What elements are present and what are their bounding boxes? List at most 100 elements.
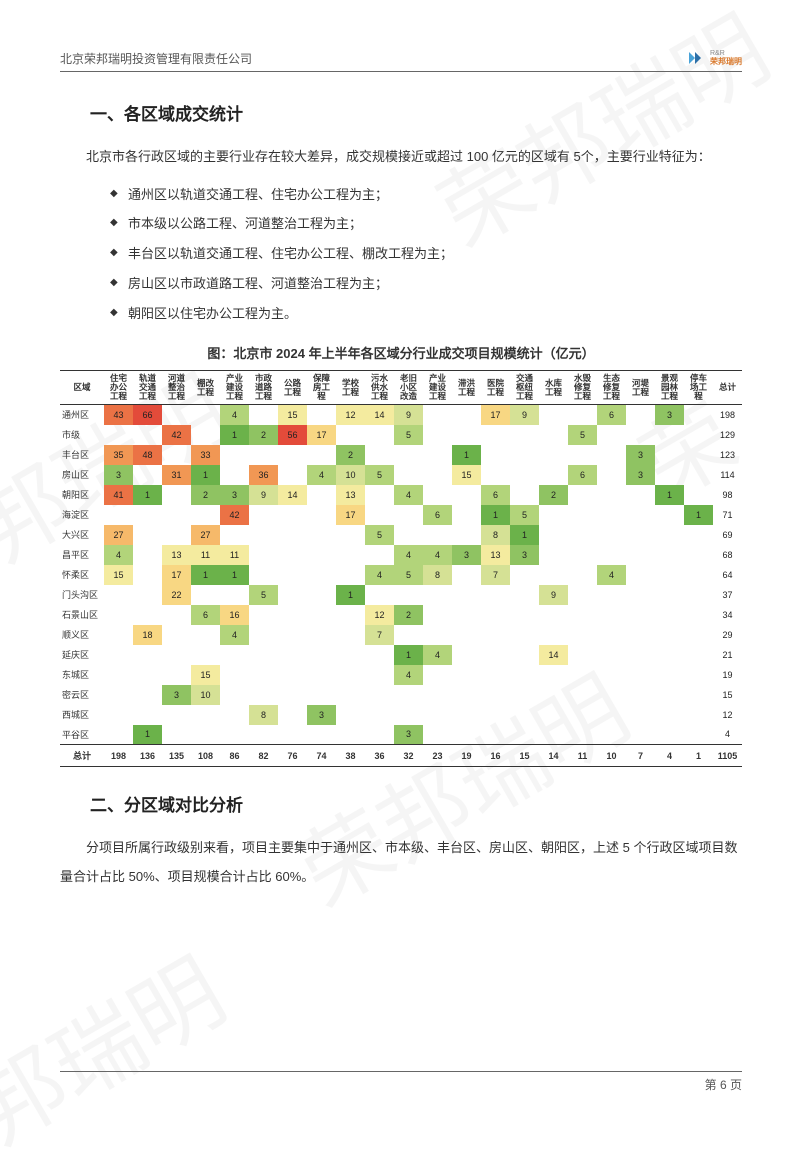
heat-cell xyxy=(655,645,684,665)
heat-cell xyxy=(104,685,133,705)
heat-cell: 43 xyxy=(104,405,133,425)
heat-cell xyxy=(626,605,655,625)
heat-cell xyxy=(307,525,336,545)
heat-cell xyxy=(220,445,249,465)
table-row: 密云区31015 xyxy=(60,685,742,705)
heat-cell xyxy=(568,725,597,745)
heat-cell xyxy=(307,685,336,705)
heat-cell xyxy=(365,665,394,685)
heat-cell xyxy=(394,625,423,645)
heat-cell xyxy=(162,485,191,505)
table-row: 丰台区354833213123 xyxy=(60,445,742,465)
col-header: 景观园林工程 xyxy=(655,371,684,405)
heat-cell: 1 xyxy=(394,645,423,665)
heat-cell: 29 xyxy=(713,625,742,645)
heat-cell xyxy=(539,445,568,465)
heat-cell: 7 xyxy=(481,565,510,585)
heat-cell xyxy=(278,565,307,585)
col-header: 污水供水工程 xyxy=(365,371,394,405)
heat-cell xyxy=(249,605,278,625)
footer-total: 19 xyxy=(452,745,481,767)
heat-cell xyxy=(278,545,307,565)
heat-cell xyxy=(133,665,162,685)
heat-cell xyxy=(684,445,713,465)
heat-cell xyxy=(191,705,220,725)
heat-cell xyxy=(249,545,278,565)
heat-cell xyxy=(249,725,278,745)
footer-total: 135 xyxy=(162,745,191,767)
heat-cell xyxy=(481,625,510,645)
heat-cell xyxy=(597,705,626,725)
heat-cell xyxy=(626,545,655,565)
heat-cell: 3 xyxy=(220,485,249,505)
heat-cell xyxy=(684,605,713,625)
heat-cell: 13 xyxy=(336,485,365,505)
heat-cell xyxy=(162,625,191,645)
heat-cell: 3 xyxy=(452,545,481,565)
heat-cell xyxy=(423,605,452,625)
heat-cell xyxy=(452,565,481,585)
heat-cell: 5 xyxy=(249,585,278,605)
row-label: 大兴区 xyxy=(60,525,104,545)
heat-cell: 4 xyxy=(423,645,452,665)
footer-total: 4 xyxy=(655,745,684,767)
heat-cell xyxy=(626,425,655,445)
heat-cell xyxy=(539,425,568,445)
heat-cell xyxy=(394,505,423,525)
heat-cell xyxy=(481,685,510,705)
heat-cell xyxy=(510,465,539,485)
heat-cell xyxy=(191,405,220,425)
heat-cell xyxy=(307,725,336,745)
heat-cell xyxy=(394,585,423,605)
heat-cell xyxy=(655,545,684,565)
heat-cell: 5 xyxy=(394,425,423,445)
heat-cell xyxy=(626,725,655,745)
heat-cell: 1 xyxy=(655,485,684,505)
bullet-item: 丰台区以轨道交通工程、住宅办公工程、棚改工程为主； xyxy=(110,239,742,269)
footer-total: 16 xyxy=(481,745,510,767)
heat-cell xyxy=(539,505,568,525)
heat-cell: 48 xyxy=(133,445,162,465)
heat-cell xyxy=(133,705,162,725)
heat-cell: 4 xyxy=(365,565,394,585)
heat-cell: 2 xyxy=(191,485,220,505)
heat-cell: 4 xyxy=(220,625,249,645)
table-row: 东城区15419 xyxy=(60,665,742,685)
heat-cell: 9 xyxy=(394,405,423,425)
heat-cell xyxy=(568,685,597,705)
table-row: 怀柔区1517114587464 xyxy=(60,565,742,585)
heat-cell: 198 xyxy=(713,405,742,425)
heat-cell xyxy=(510,685,539,705)
heat-cell xyxy=(162,445,191,465)
heat-cell xyxy=(568,445,597,465)
col-header: 产业建设工程 xyxy=(220,371,249,405)
footer-total: 23 xyxy=(423,745,452,767)
heat-cell xyxy=(539,725,568,745)
col-header: 保障房工程 xyxy=(307,371,336,405)
footer-total: 86 xyxy=(220,745,249,767)
col-header-region: 区域 xyxy=(60,371,104,405)
heat-cell xyxy=(626,565,655,585)
heat-cell: 6 xyxy=(191,605,220,625)
heat-cell: 14 xyxy=(365,405,394,425)
row-label: 怀柔区 xyxy=(60,565,104,585)
heat-cell xyxy=(278,725,307,745)
heat-cell: 6 xyxy=(423,505,452,525)
heat-cell xyxy=(481,725,510,745)
heat-cell xyxy=(568,665,597,685)
heat-cell xyxy=(539,525,568,545)
heat-cell: 69 xyxy=(713,525,742,545)
heat-cell xyxy=(655,445,684,465)
row-label: 平谷区 xyxy=(60,725,104,745)
heat-cell xyxy=(481,645,510,665)
heat-cell: 8 xyxy=(481,525,510,545)
heat-cell xyxy=(365,545,394,565)
heat-cell xyxy=(539,665,568,685)
table-row: 市级4212561755129 xyxy=(60,425,742,445)
heat-cell xyxy=(510,445,539,465)
heat-cell xyxy=(307,585,336,605)
heat-cell xyxy=(423,685,452,705)
heat-cell xyxy=(568,485,597,505)
heat-cell xyxy=(365,705,394,725)
heat-cell xyxy=(510,665,539,685)
